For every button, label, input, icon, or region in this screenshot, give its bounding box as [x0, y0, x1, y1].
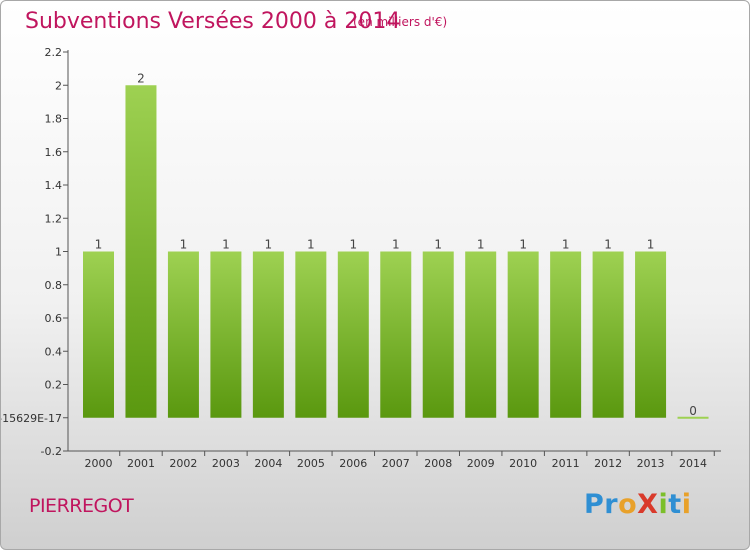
bar-value-label: 1 [222, 238, 230, 252]
x-tick-label: 2009 [467, 457, 495, 470]
x-tick-label: 2007 [382, 457, 410, 470]
y-tick-label: 1.6 [45, 146, 63, 159]
x-tick-label: 2012 [594, 457, 622, 470]
commune-name: PIERREGOT [29, 495, 134, 517]
y-tick-label: 1.2 [45, 212, 63, 225]
logo-part: i [658, 489, 669, 520]
bar [635, 251, 667, 418]
bar-value-label: 1 [647, 238, 655, 252]
bar [167, 251, 199, 418]
bar [125, 85, 157, 418]
x-tick-label: 2008 [424, 457, 452, 470]
bar [295, 251, 327, 418]
bar-value-label: 1 [477, 238, 485, 252]
proxiti-logo: ProXiti [584, 489, 691, 520]
x-tick-label: 2001 [127, 457, 155, 470]
bar-value-label: 1 [519, 238, 527, 252]
logo-part: X [637, 489, 659, 520]
bar [83, 251, 114, 418]
y-tick-label: 2 [55, 79, 62, 92]
x-tick-label: 2005 [297, 457, 325, 470]
y-tick-label: 0.6 [45, 312, 63, 325]
x-tick-label: 2006 [339, 457, 367, 470]
bar [252, 251, 284, 418]
logo-part: t [668, 489, 682, 520]
bar-value-label: 1 [307, 238, 315, 252]
chart-title: Subventions Versées 2000 à 2014 [25, 9, 401, 34]
bar-value-label: 2 [137, 71, 145, 85]
bar-value-label: 1 [180, 238, 188, 252]
chart-subtitle: (en milliers d'€) [353, 15, 448, 29]
x-tick-label: 2014 [679, 457, 707, 470]
x-tick-label: 2002 [169, 457, 197, 470]
bar [507, 251, 539, 418]
x-tick-label: 2000 [85, 457, 113, 470]
x-tick-label: 2013 [637, 457, 665, 470]
bar [380, 251, 412, 418]
logo-part: i [681, 489, 692, 520]
bar [422, 251, 454, 418]
bar-value-label: 1 [265, 238, 273, 252]
bar [677, 416, 709, 419]
bar [550, 251, 582, 418]
bar-value-label: 1 [349, 238, 357, 252]
bar [465, 251, 497, 418]
y-tick-label: 2.2 [45, 46, 63, 59]
bar-value-label: 1 [95, 238, 103, 252]
bar-value-label: 0 [689, 404, 697, 418]
y-tick-label: 1.8 [45, 113, 63, 126]
bar-value-label: 1 [392, 238, 400, 252]
bar-value-label: 1 [604, 238, 612, 252]
bar [337, 251, 369, 418]
y-tick-label: 0.4 [45, 345, 63, 358]
x-tick-label: 2010 [509, 457, 537, 470]
logo-part: o [618, 489, 638, 520]
y-tick-label: 1 [55, 246, 62, 259]
x-tick-label: 2011 [552, 457, 580, 470]
bar [210, 251, 242, 418]
y-tick-label: -15629E-17 [1, 412, 62, 425]
y-tick-label: 1.4 [45, 179, 63, 192]
x-tick-label: 2004 [254, 457, 282, 470]
bar-value-label: 1 [434, 238, 442, 252]
bar [592, 251, 624, 418]
y-tick-label: 0.8 [45, 279, 63, 292]
y-tick-label: -0.2 [41, 445, 62, 458]
x-tick-label: 2003 [212, 457, 240, 470]
y-tick-label: 0.2 [45, 379, 63, 392]
bar-value-label: 1 [562, 238, 570, 252]
logo-part: Pr [584, 489, 619, 520]
